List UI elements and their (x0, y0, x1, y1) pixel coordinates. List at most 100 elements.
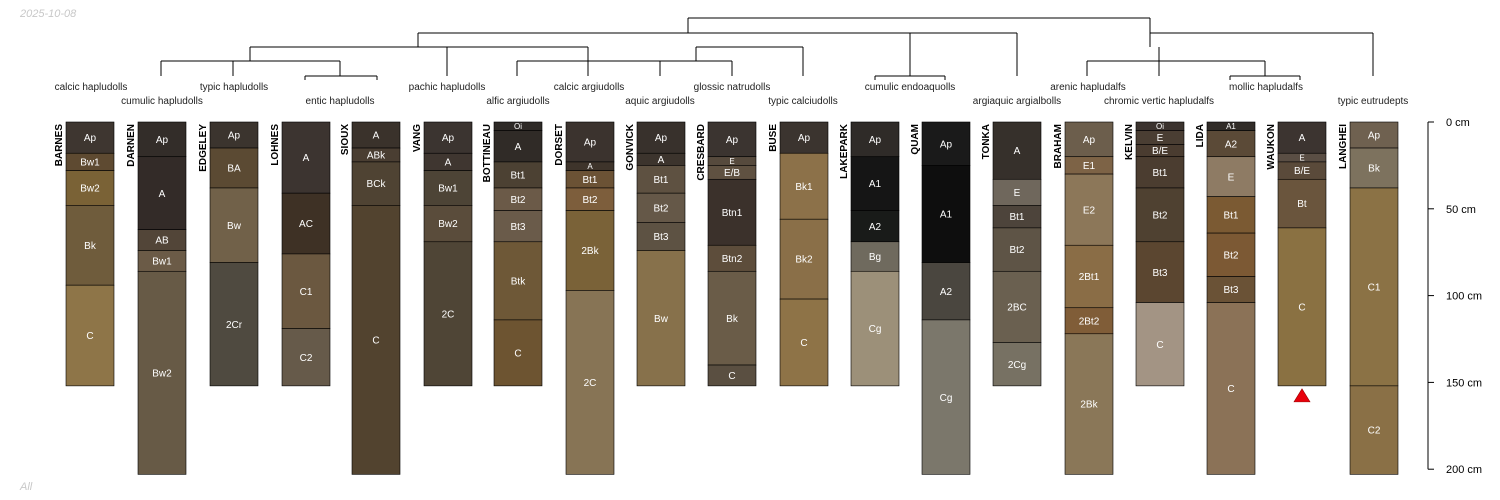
horizon-label: Oi (514, 122, 522, 131)
horizon-ap[interactable] (137, 121, 187, 158)
horizon-bk2[interactable] (779, 218, 829, 300)
horizon-ac[interactable] (281, 192, 331, 255)
horizon-2c[interactable] (423, 241, 473, 387)
horizon-bt3[interactable] (636, 222, 686, 251)
horizon-ap[interactable] (65, 121, 115, 154)
horizon-ap[interactable] (1349, 121, 1399, 149)
profile-buse[interactable]: Ap Bk1 Bk2 C BUSE (768, 121, 829, 387)
horizon-a1[interactable] (850, 156, 900, 211)
horizon-e2[interactable] (1064, 173, 1114, 246)
horizon-bw[interactable] (209, 187, 259, 263)
horizon-ap[interactable] (850, 121, 900, 158)
horizon-e[interactable] (1206, 156, 1256, 197)
profile-dorset[interactable]: Ap A Bt1 Bt2 2Bk 2C DORSET (554, 121, 615, 475)
horizon-ba[interactable] (209, 147, 259, 189)
profile-vang[interactable]: Ap A Bw1 Bw2 2C VANG (412, 121, 473, 387)
profile-name: LIDA (1195, 124, 1206, 147)
horizon-label: E (1228, 172, 1235, 183)
horizon-a[interactable] (281, 121, 331, 194)
horizon-ap[interactable] (423, 121, 473, 154)
horizon-c[interactable] (779, 298, 829, 387)
profile-quam[interactable]: Ap A1 A2 Cg QUAM (910, 121, 971, 475)
horizon-ap[interactable] (779, 121, 829, 154)
horizon-c1[interactable] (281, 253, 331, 329)
horizon-bw2[interactable] (423, 205, 473, 243)
horizon-c[interactable] (1277, 227, 1327, 387)
horizon-2cg[interactable] (992, 342, 1042, 387)
horizon-2bt1[interactable] (1064, 244, 1114, 309)
horizon-c[interactable] (707, 364, 757, 387)
horizon-2bt2[interactable] (1064, 307, 1114, 335)
horizon-2bk[interactable] (565, 210, 615, 291)
profile-sioux[interactable]: A ABk BCk C SIOUX (340, 121, 401, 475)
horizon-a[interactable] (1277, 121, 1327, 154)
horizon-bt[interactable] (1277, 178, 1327, 229)
profile-lohnes[interactable]: A AC C1 C2 LOHNES (270, 121, 331, 387)
horizon-bck[interactable] (351, 161, 401, 206)
horizon-2bc[interactable] (992, 270, 1042, 343)
horizon-ap[interactable] (636, 121, 686, 154)
horizon-c[interactable] (351, 205, 401, 475)
horizon-a[interactable] (137, 156, 187, 230)
horizon-bk[interactable] (707, 270, 757, 366)
horizon-c2[interactable] (1349, 385, 1399, 475)
horizon-btn1[interactable] (707, 178, 757, 246)
horizon-2bk[interactable] (1064, 333, 1114, 475)
profile-edgeley[interactable]: Ap BA Bw 2Cr EDGELEY (198, 121, 259, 387)
horizon-ap[interactable] (209, 121, 259, 149)
horizon-bk[interactable] (65, 205, 115, 286)
horizon-bt2[interactable] (992, 227, 1042, 272)
horizon-c[interactable] (493, 319, 543, 387)
profile-lida[interactable]: A1 A2 E Bt1 Bt2 Bt3 C LIDA (1195, 121, 1256, 475)
horizon-c2[interactable] (281, 328, 331, 387)
horizon-e[interactable] (992, 178, 1042, 206)
horizon-bw[interactable] (636, 250, 686, 387)
horizon-c1[interactable] (1349, 187, 1399, 387)
horizon-a[interactable] (992, 121, 1042, 180)
horizon-bt3[interactable] (493, 210, 543, 243)
horizon-btn2[interactable] (707, 244, 757, 272)
horizon-a2[interactable] (1206, 130, 1256, 158)
profile-gonvick[interactable]: Ap A Bt1 Bt2 Bt3 Bw GONVICK (625, 121, 686, 387)
horizon-ap[interactable] (565, 121, 615, 163)
profile-lakepark[interactable]: Ap A1 A2 Bg Cg LAKEPARK (839, 121, 900, 387)
profile-darnen[interactable]: Ap A AB Bw1 Bw2 DARNEN (126, 121, 187, 475)
horizon-c[interactable] (1135, 302, 1185, 387)
horizon-bt2[interactable] (1206, 232, 1256, 277)
horizon-label: A2 (1225, 139, 1238, 150)
horizon-bt2[interactable] (636, 192, 686, 223)
horizon-a1[interactable] (921, 165, 971, 263)
horizon-a2[interactable] (850, 210, 900, 243)
profile-braham[interactable]: Ap E1 E2 2Bt1 2Bt2 2Bk BRAHAM (1053, 121, 1114, 475)
horizon-label: Bk (84, 241, 97, 252)
horizon-bk1[interactable] (779, 152, 829, 220)
profile-bottineau[interactable]: Oi A Bt1 Bt2 Bt3 Btk C BOTTINEAU (482, 121, 543, 387)
profile-kelvin[interactable]: Oi E B/E Bt1 Bt2 Bt3 C KELVIN (1124, 121, 1185, 387)
horizon-bw1[interactable] (423, 170, 473, 206)
horizon-c[interactable] (65, 284, 115, 387)
horizon-label: 2Bk (1080, 400, 1098, 411)
horizon-ap[interactable] (707, 121, 757, 158)
horizon-bt1[interactable] (636, 165, 686, 194)
horizon-bt1[interactable] (1206, 196, 1256, 234)
horizon-bt2[interactable] (1135, 187, 1185, 243)
horizon-bw2[interactable] (65, 170, 115, 206)
horizon-c[interactable] (1206, 302, 1256, 475)
horizon-bg[interactable] (850, 241, 900, 272)
horizon-cg[interactable] (921, 319, 971, 475)
horizon-bt3[interactable] (1135, 241, 1185, 303)
horizon-bt3[interactable] (1206, 276, 1256, 303)
profile-tonka[interactable]: A E Bt1 Bt2 2BC 2Cg TONKA (981, 121, 1042, 387)
profile-waukon[interactable]: AE B/E Bt C WAUKON (1266, 121, 1327, 403)
horizon-bw2[interactable] (137, 270, 187, 475)
horizon-bt1[interactable] (493, 161, 543, 189)
profile-cresbard[interactable]: Ap E E/B Btn1 Btn2 Bk C CRESBARD (696, 121, 757, 387)
horizon-2cr[interactable] (209, 262, 259, 387)
profile-langhei[interactable]: Ap Bk C1 C2 LANGHEI (1338, 121, 1399, 475)
horizon-cg[interactable] (850, 270, 900, 387)
profile-barnes[interactable]: Ap Bw1 Bw2 Bk C BARNES (54, 121, 115, 387)
horizon-bt1[interactable] (1135, 156, 1185, 189)
horizon-label: Ap (869, 135, 882, 146)
horizon-ap[interactable] (921, 121, 971, 166)
horizon-2c[interactable] (565, 290, 615, 475)
